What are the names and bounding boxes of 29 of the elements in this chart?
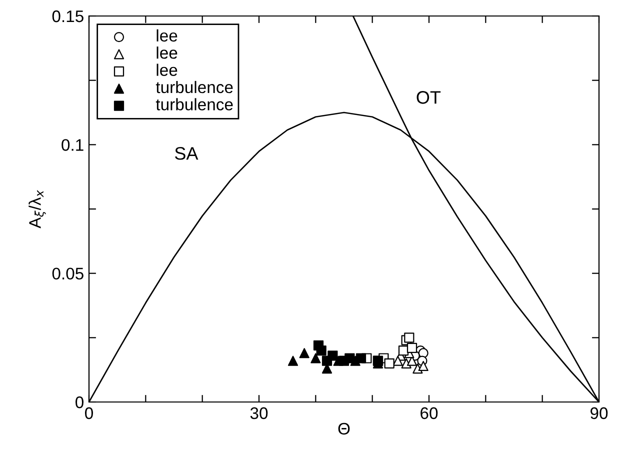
point (418, 360, 428, 372)
point (316, 345, 326, 356)
legend-label: turbulence (156, 98, 233, 110)
legend-label: turbulence (156, 80, 233, 94)
x-axis-title: Θ (338, 422, 350, 435)
y-tick-label: 0.15 (52, 10, 84, 22)
point (328, 350, 338, 361)
y-axis-title: A$_{ξ}$/λ$_{x}$ (28, 190, 46, 228)
x-tick-label: 60 (420, 407, 438, 420)
point (344, 353, 355, 364)
point (392, 356, 403, 366)
x-tick-label: 90 (590, 407, 608, 420)
legend-label: lee (156, 46, 178, 59)
x-tick-label: 0 (85, 407, 93, 420)
point (404, 332, 414, 343)
y-tick-label: 0.05 (52, 268, 84, 280)
y-tick-label: 0 (76, 396, 84, 408)
annotation: SA (174, 147, 198, 160)
legend-label: lee (156, 29, 178, 42)
point (384, 358, 394, 368)
point (356, 353, 366, 364)
point (299, 348, 310, 358)
x-tick-label: 30 (250, 407, 268, 420)
point (310, 353, 321, 364)
point (288, 356, 298, 366)
point (406, 342, 418, 354)
y-tick-label: 0.1 (62, 139, 84, 151)
annotation: OT (416, 91, 441, 104)
legend-label: lee (156, 64, 178, 76)
